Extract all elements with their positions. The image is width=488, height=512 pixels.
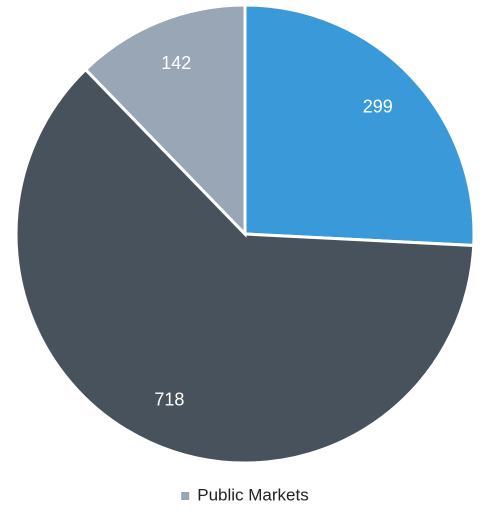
legend-swatch xyxy=(181,492,190,500)
pie-slice xyxy=(83,3,247,238)
legend-text: Public Markets xyxy=(197,485,308,504)
slice-label: 142 xyxy=(161,53,191,73)
slice-label: 718 xyxy=(154,390,184,410)
slice-label: 299 xyxy=(363,96,393,116)
pie-slice xyxy=(14,67,476,465)
pie-slice xyxy=(243,3,476,248)
